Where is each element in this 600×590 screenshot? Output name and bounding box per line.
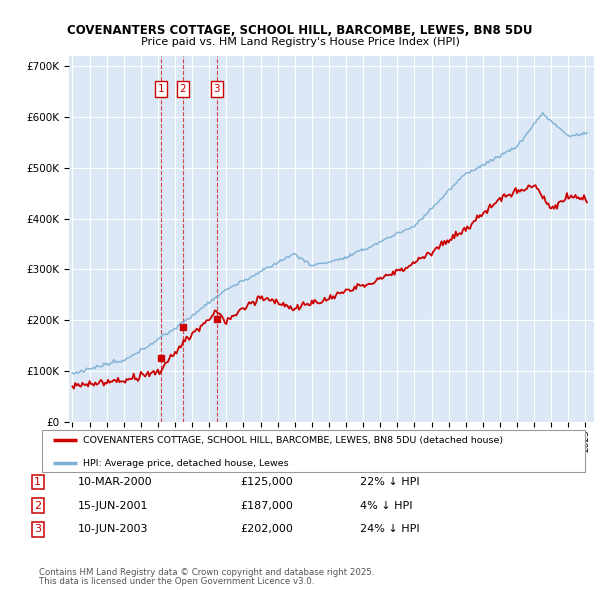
Text: COVENANTERS COTTAGE, SCHOOL HILL, BARCOMBE, LEWES, BN8 5DU (detached house): COVENANTERS COTTAGE, SCHOOL HILL, BARCOM… [83,436,503,445]
Text: £125,000: £125,000 [240,477,293,487]
Text: 3: 3 [34,525,41,534]
Text: Price paid vs. HM Land Registry's House Price Index (HPI): Price paid vs. HM Land Registry's House … [140,38,460,47]
Text: £187,000: £187,000 [240,501,293,510]
Text: 24% ↓ HPI: 24% ↓ HPI [360,525,419,534]
Text: 2: 2 [179,84,186,94]
Text: 1: 1 [34,477,41,487]
Text: Contains HM Land Registry data © Crown copyright and database right 2025.: Contains HM Land Registry data © Crown c… [39,568,374,577]
Text: 3: 3 [214,84,220,94]
Text: 1: 1 [158,84,164,94]
Text: 10-JUN-2003: 10-JUN-2003 [78,525,149,534]
Text: HPI: Average price, detached house, Lewes: HPI: Average price, detached house, Lewe… [83,458,289,468]
Text: 4% ↓ HPI: 4% ↓ HPI [360,501,413,510]
Text: £202,000: £202,000 [240,525,293,534]
Text: 2: 2 [34,501,41,510]
Text: COVENANTERS COTTAGE, SCHOOL HILL, BARCOMBE, LEWES, BN8 5DU: COVENANTERS COTTAGE, SCHOOL HILL, BARCOM… [67,24,533,37]
Text: 15-JUN-2001: 15-JUN-2001 [78,501,149,510]
Text: 10-MAR-2000: 10-MAR-2000 [78,477,152,487]
Text: This data is licensed under the Open Government Licence v3.0.: This data is licensed under the Open Gov… [39,578,314,586]
Text: 22% ↓ HPI: 22% ↓ HPI [360,477,419,487]
